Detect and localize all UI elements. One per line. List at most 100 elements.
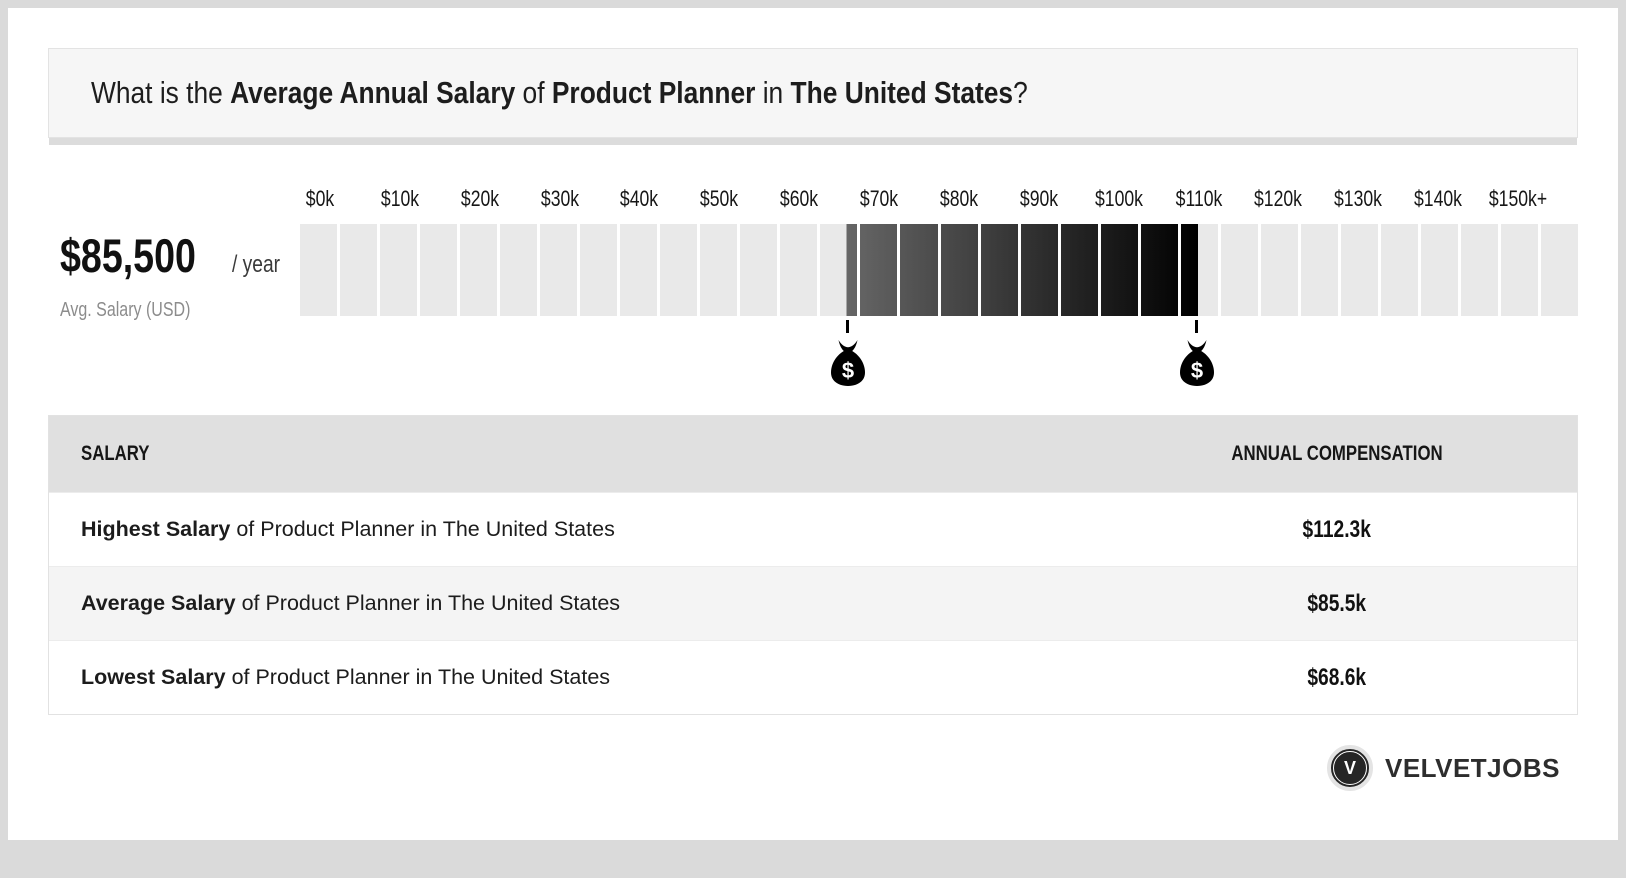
table-header: SALARY ANNUAL COMPENSATION (49, 416, 1577, 492)
scale-cell (1140, 224, 1178, 316)
title-part: ? (1013, 75, 1028, 110)
row-label: Lowest Salary of Product Planner in The … (49, 665, 1097, 690)
scale-cell (700, 224, 738, 316)
scale-cell (1540, 224, 1578, 316)
scale-cell (1380, 224, 1418, 316)
average-salary-stat: $85,500 / year Avg. Salary (USD) (48, 178, 300, 390)
table-row: Average Salary of Product Planner in The… (49, 566, 1577, 640)
title-card: What is the Average Annual Salary of Pro… (48, 48, 1578, 138)
scale-cell (420, 224, 458, 316)
scale-cell (500, 224, 538, 316)
header-annual-compensation-label: ANNUAL COMPENSATION (1231, 442, 1443, 465)
axis-tick-label: $130k (1334, 186, 1383, 211)
scale-cell (1060, 224, 1098, 316)
velvetjobs-logo-icon: V (1326, 745, 1373, 791)
scale-cell (1020, 224, 1058, 316)
row-value-text: $68.6k (1307, 663, 1367, 691)
title-part: Product Planner (551, 75, 756, 110)
velvetjobs-logo[interactable]: V VELVETJOBS (1326, 745, 1560, 791)
axis-tick-label: $10k (380, 186, 419, 211)
page-title: What is the Average Annual Salary of Pro… (91, 75, 1028, 111)
axis-labels: $0k $10k $20k $30k $40k $50k $60k $70k $80k $90k $… (300, 178, 1578, 224)
row-value-text: $112.3k (1302, 515, 1372, 543)
scale-cell (980, 224, 1018, 316)
title-part: Average Annual Salary (230, 75, 516, 110)
row-value: $85.5k (1097, 590, 1577, 618)
header-annual-compensation: ANNUAL COMPENSATION (1097, 442, 1577, 466)
scale-cell (620, 224, 658, 316)
axis-tick-label: $110k (1175, 186, 1222, 211)
axis-tick-label: $20k (460, 186, 499, 211)
axis-tick-label: $0k (305, 186, 335, 211)
row-value: $112.3k (1097, 516, 1577, 544)
infographic-page: What is the Average Annual Salary of Pro… (8, 8, 1618, 840)
axis-tick-label: $70k (860, 186, 899, 211)
scale-cell (300, 224, 338, 316)
salary-scale: $0k $10k $20k $30k $40k $50k $60k $70k $80k $90k $… (300, 178, 1578, 390)
row-value: $68.6k (1097, 664, 1577, 692)
scale-cell (540, 224, 578, 316)
scale-cell (740, 224, 778, 316)
highest-salary-marker: $ (1176, 320, 1218, 386)
row-label: Average Salary of Product Planner in The… (49, 591, 1097, 616)
row-label-rest: of Product Planner in The United States (225, 665, 611, 689)
row-label-rest: of Product Planner in The United States (235, 591, 621, 615)
scale-cell (860, 224, 898, 316)
scale-cell (660, 224, 698, 316)
scale-cell (1420, 224, 1458, 316)
row-label-rest: of Product Planner in The United States (230, 517, 615, 541)
axis-tick-label: $140k (1414, 186, 1463, 211)
scale-cell (380, 224, 418, 316)
axis-tick-label: $40k (620, 186, 659, 211)
title-part: What is the (91, 75, 231, 110)
scale-cell (780, 224, 818, 316)
title-part: The United States (790, 75, 1014, 110)
scale-cell (900, 224, 938, 316)
footer: V VELVETJOBS (8, 745, 1618, 791)
axis-tick-label: $30k (540, 186, 579, 211)
title-part: in (755, 75, 791, 110)
row-label: Highest Salary of Product Planner in The… (49, 517, 1097, 542)
scale-cell (1300, 224, 1338, 316)
average-salary-amount: $85,500 (60, 229, 196, 282)
header-salary-label: SALARY (81, 442, 150, 465)
lowest-salary-marker: $ (827, 320, 869, 386)
scale-cell (940, 224, 978, 316)
axis-tick-label: $50k (700, 186, 739, 211)
money-bag-icon: $ (830, 340, 865, 386)
salary-chart: $85,500 / year Avg. Salary (USD) $0k $10k… (48, 178, 1578, 390)
axis-tick-label: $90k (1019, 186, 1058, 211)
logo-letter: V (1343, 757, 1356, 778)
money-bag-dollar: $ (1191, 358, 1203, 383)
title-part: of (515, 75, 552, 110)
table-row: Lowest Salary of Product Planner in The … (49, 640, 1577, 714)
scale-cell (1220, 224, 1258, 316)
money-bag-icon: $ (1179, 340, 1214, 386)
row-label-bold: Lowest Salary (81, 665, 226, 689)
axis-tick-label: $80k (939, 186, 979, 211)
marker-tick (846, 320, 850, 333)
axis-tick-label: $150k+ (1488, 186, 1548, 211)
money-bag-dollar: $ (842, 358, 854, 383)
salary-table-body: Highest Salary of Product Planner in The… (49, 492, 1577, 714)
scale-cell (1500, 224, 1538, 316)
scale-cell (1260, 224, 1298, 316)
scale-cell (460, 224, 498, 316)
scale-markers: $ $ (300, 316, 1578, 390)
scale-cell (340, 224, 378, 316)
row-value-text: $85.5k (1307, 589, 1367, 617)
scale-cell (1340, 224, 1378, 316)
scale-cell (1180, 224, 1218, 316)
axis-tick-label: $60k (780, 186, 819, 211)
marker-tick (1195, 320, 1199, 333)
scale-cell (1100, 224, 1138, 316)
scale-cell (1460, 224, 1498, 316)
table-row: Highest Salary of Product Planner in The… (49, 492, 1577, 566)
scale-cell (820, 224, 858, 316)
row-label-bold: Highest Salary (81, 517, 231, 541)
scale-bar (300, 224, 1578, 316)
scale-cell (580, 224, 618, 316)
brand-name: VELVETJOBS (1384, 752, 1560, 783)
salary-table: SALARY ANNUAL COMPENSATION Highest Salar… (48, 415, 1578, 715)
